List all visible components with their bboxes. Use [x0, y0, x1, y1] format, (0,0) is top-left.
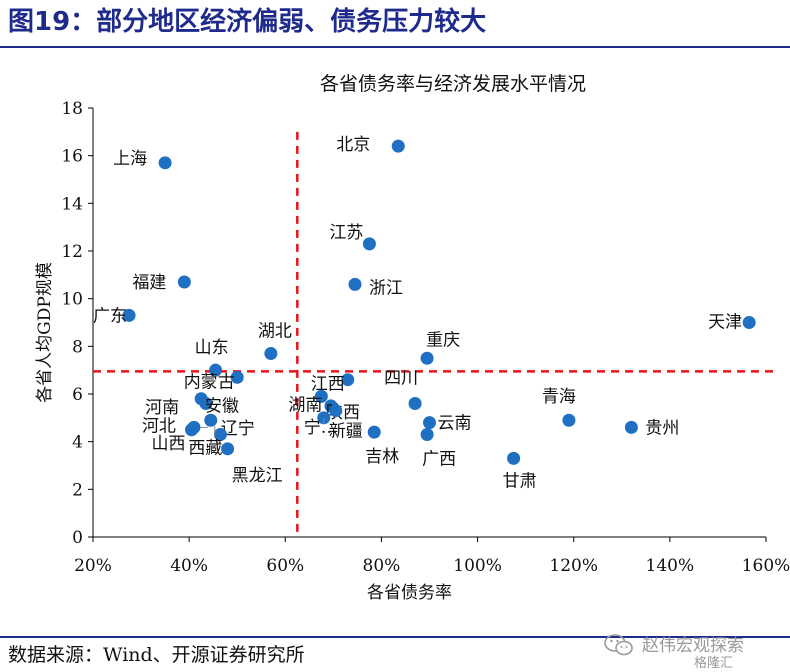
x-tick-label: 140%	[646, 556, 695, 576]
data-point	[185, 423, 199, 437]
point-label: 湖北	[258, 321, 292, 341]
watermark: 赵伟宏观探索 格隆汇	[598, 629, 778, 671]
y-tick-label: 0	[72, 528, 83, 548]
x-tick-label: 20%	[74, 556, 112, 576]
y-tick-label: 18	[61, 99, 83, 119]
y-tick-label: 6	[72, 385, 83, 405]
data-point	[624, 420, 638, 434]
data-point	[562, 413, 576, 427]
scatter-chart: 各省债务率与经济发展水平情况 0 2 4 6 8 10 12 14 16 18 20% 40% 60% 80…	[35, 73, 790, 603]
data-point	[420, 351, 434, 365]
data-point	[341, 373, 355, 387]
source-rule	[0, 636, 790, 638]
data-point	[420, 428, 434, 442]
data-point	[362, 237, 376, 251]
x-tick-label: 100%	[453, 556, 502, 576]
point-label: 上海	[113, 149, 147, 169]
data-point	[221, 442, 235, 456]
point-label: 西藏	[188, 439, 222, 459]
point-label: 北京	[336, 135, 370, 155]
data-point	[423, 416, 436, 430]
figure-title: 图19：部分地区经济偏弱、债务压力较大	[8, 7, 487, 37]
point-label: 广东	[93, 306, 127, 326]
data-point	[742, 316, 756, 329]
x-tick-label: 160%	[742, 556, 790, 576]
point-label: 重庆	[426, 330, 460, 350]
data-point	[408, 397, 422, 411]
point-label: 天津	[708, 313, 742, 333]
watermark-text: 赵伟宏观探索	[642, 636, 744, 656]
point-label: 河北	[142, 416, 176, 436]
point-label: 河南	[145, 398, 179, 418]
y-tick-label: 8	[72, 337, 83, 357]
point-label: 江西	[311, 375, 345, 395]
x-tick-label: 80%	[363, 556, 401, 576]
data-point	[348, 277, 362, 291]
data-point	[314, 389, 328, 403]
point-label: 辽宁	[221, 419, 255, 439]
data-point	[204, 413, 218, 427]
data-point	[507, 451, 521, 465]
point-label: 江苏	[329, 223, 363, 243]
watermark-subtext: 格隆汇	[694, 656, 734, 671]
data-point	[209, 363, 223, 377]
data-point	[230, 370, 244, 384]
chart-title: 各省债务率与经济发展水平情况	[320, 73, 586, 95]
point-label: 贵州	[645, 418, 679, 438]
point-label: 新疆	[329, 422, 363, 442]
data-point	[177, 275, 191, 289]
point-label: 广西	[422, 450, 456, 470]
x-tick-label: 120%	[549, 556, 598, 576]
x-axis-label: 各省债务率	[367, 583, 452, 603]
point-label: 吉林	[365, 447, 399, 467]
point-label: 甘肃	[503, 471, 537, 491]
point-label: 浙江	[369, 278, 403, 298]
y-tick-label: 10	[61, 290, 83, 310]
y-tick-label: 14	[61, 194, 83, 214]
data-point	[158, 156, 172, 170]
data-point	[199, 397, 213, 411]
point-label: 湖南	[288, 395, 322, 415]
data-point	[391, 139, 405, 153]
data-point	[264, 346, 278, 360]
point-label: 安徽	[205, 397, 239, 417]
data-point	[367, 425, 381, 439]
point-label: 山西	[152, 434, 186, 454]
x-tick-label: 40%	[170, 556, 208, 576]
point-label: 宁…	[304, 418, 338, 438]
y-tick-label: 16	[61, 147, 83, 167]
y-tick-label: 2	[72, 480, 83, 500]
point-label: 黑龙江	[232, 466, 283, 486]
point-label: 四川	[384, 369, 418, 389]
wechat-icon	[604, 634, 633, 656]
data-point	[122, 308, 136, 322]
data-source: 数据来源：Wind、开源证券研究所	[8, 644, 305, 666]
point-label: 山东	[195, 338, 229, 358]
x-tick-label: 60%	[266, 556, 304, 576]
y-axis-label: 各省人均GDP规模	[35, 262, 55, 403]
y-tick-label: 12	[61, 242, 83, 262]
data-point	[329, 404, 343, 418]
point-label: 内蒙古	[184, 372, 235, 392]
y-tick-label: 4	[72, 433, 83, 453]
point-label: 福建	[132, 273, 166, 293]
point-label: 云南	[438, 414, 472, 434]
point-label: 青海	[542, 387, 576, 407]
data-point	[213, 428, 227, 442]
title-rule	[0, 46, 790, 48]
